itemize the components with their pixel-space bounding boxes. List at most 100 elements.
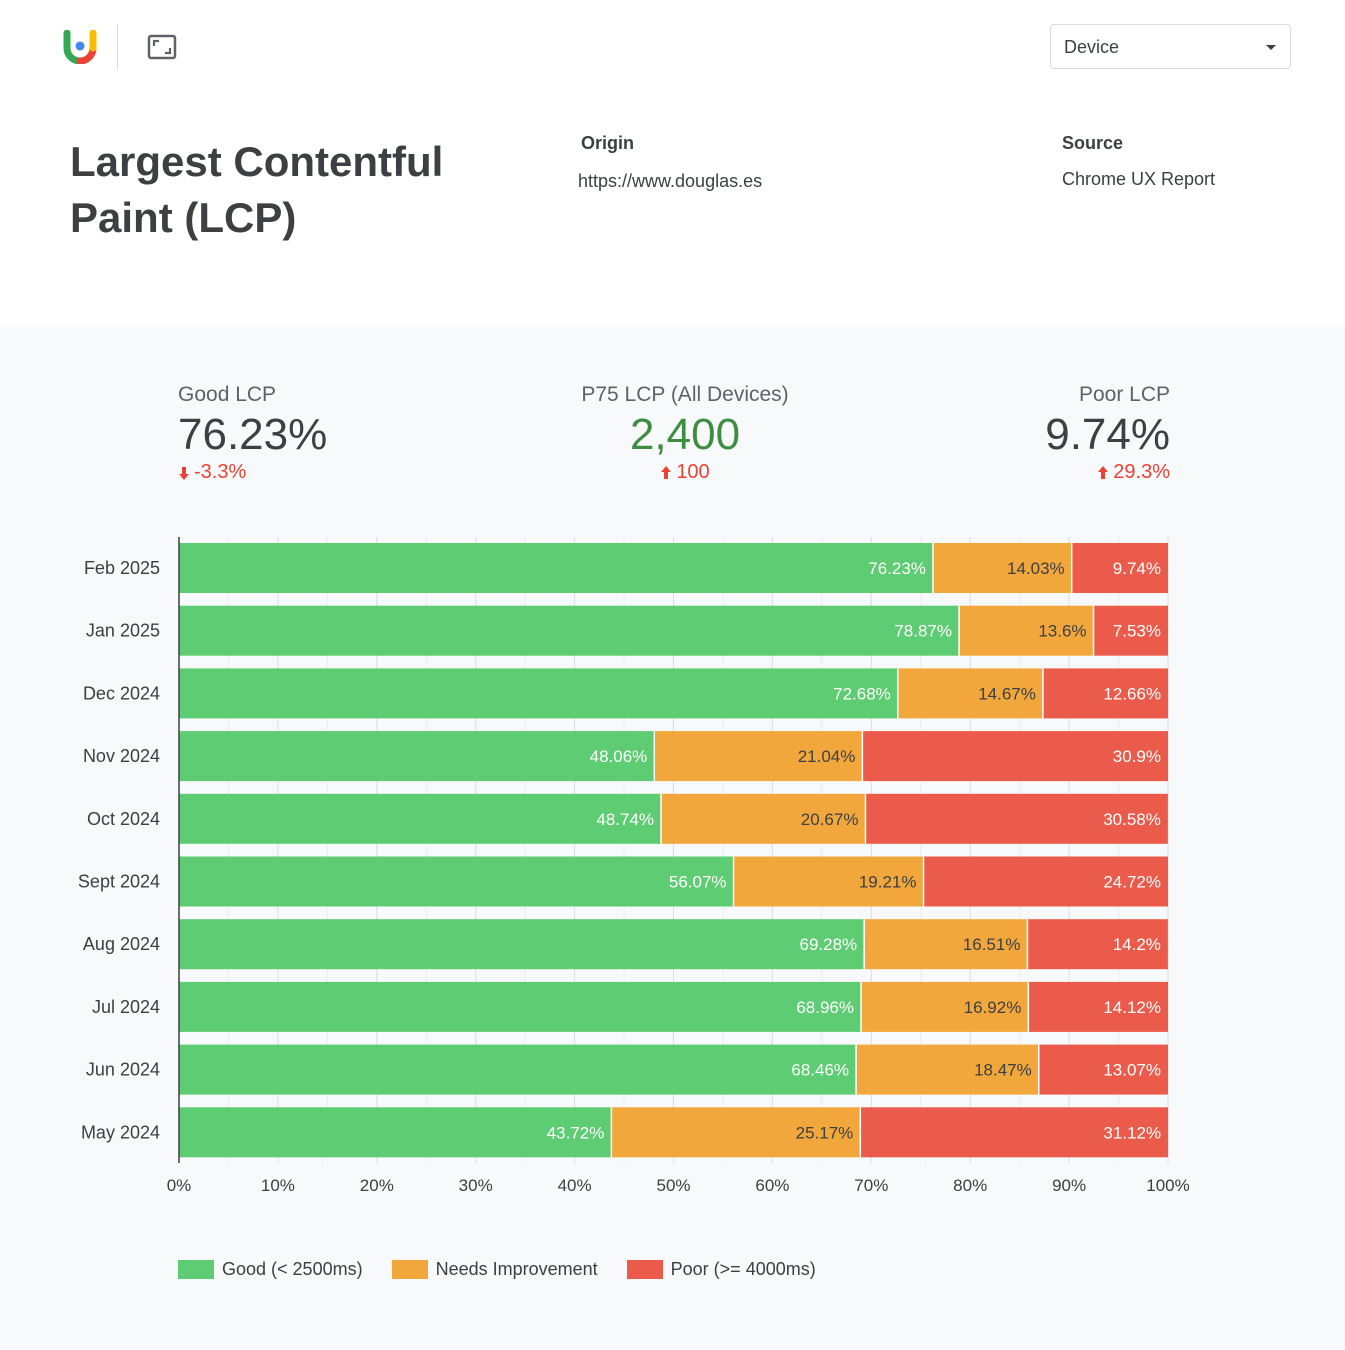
bar-segment <box>1038 1044 1168 1095</box>
bar-segment <box>1027 919 1168 970</box>
bar-data-label: 72.68% <box>833 684 891 703</box>
x-tick-label: 50% <box>656 1176 690 1195</box>
bar-data-label: 48.06% <box>590 747 648 766</box>
chevron-down-icon <box>1266 45 1276 50</box>
bar-data-label: 43.72% <box>547 1123 605 1142</box>
kpi-good-value: 76.23% <box>178 410 328 459</box>
kpi-good-delta-value: -3.3% <box>194 461 247 483</box>
bar-data-label: 31.12% <box>1103 1123 1161 1142</box>
y-tick-label: Dec 2024 <box>83 683 160 703</box>
kpi-good: Good LCP 76.23% -3.3% <box>178 383 327 484</box>
kpi-p75-value: 2,400 <box>629 410 741 459</box>
bar-segment <box>860 1107 1169 1158</box>
bar-data-label: 76.23% <box>868 559 926 578</box>
bar-data-label: 18.47% <box>974 1061 1032 1080</box>
kpi-poor-value: 9.74% <box>1045 410 1170 459</box>
bar-segment <box>861 981 1029 1032</box>
bar-data-label: 9.74% <box>1113 559 1161 578</box>
bar-segment <box>179 1107 612 1158</box>
page-title: Largest Contentful Paint (LCP) <box>70 138 444 241</box>
kpi-p75-delta: 100 <box>525 461 845 484</box>
kpi-poor-delta-value: 29.3% <box>1113 461 1170 483</box>
bar-data-label: 25.17% <box>796 1123 854 1142</box>
arrow-up-icon <box>661 465 672 479</box>
bar-segment <box>179 856 734 907</box>
bar-segment <box>654 731 863 782</box>
arrow-down-icon <box>179 466 189 480</box>
bar-data-label: 13.6% <box>1038 622 1086 641</box>
bar-segment <box>661 793 866 844</box>
bar-data-label: 56.07% <box>669 873 727 892</box>
device-select[interactable]: Device <box>1050 24 1291 69</box>
bar-segment <box>862 731 1168 782</box>
x-tick-label: 40% <box>558 1176 592 1195</box>
bar-segment <box>611 1107 861 1158</box>
x-tick-label: 80% <box>953 1176 987 1195</box>
bar-data-label: 16.92% <box>964 998 1022 1017</box>
bar-data-label: 12.66% <box>1103 684 1161 703</box>
bar-segment <box>864 919 1028 970</box>
kpi-p75: P75 LCP (All Devices) 2,400 100 <box>525 383 845 484</box>
kpi-good-label: Good LCP <box>178 383 277 406</box>
bar-segment <box>179 668 898 719</box>
legend-item-poor[interactable]: Poor (>= 4000ms) <box>626 1259 816 1280</box>
y-tick-label: Nov 2024 <box>83 746 160 766</box>
bar-data-label: 14.2% <box>1113 935 1161 954</box>
y-tick-label: Jun 2024 <box>86 1060 160 1080</box>
device-select-value: Device <box>1064 37 1120 57</box>
header-divider <box>117 24 118 70</box>
bar-data-label: 78.87% <box>894 622 952 641</box>
x-tick-label: 90% <box>1052 1176 1086 1195</box>
fullscreen-icon[interactable] <box>146 33 178 61</box>
lcp-stacked-bar-chart: 76.23% 14.03% 9.74% Feb 2025 78.87% 13.6% 7.53… <box>78 537 1190 1195</box>
bar-data-label: 13.07% <box>1103 1061 1161 1080</box>
x-tick-label: 60% <box>755 1176 789 1195</box>
bar-data-label: 24.72% <box>1103 873 1161 892</box>
crux-logo-icon[interactable] <box>62 30 98 64</box>
bar-segment <box>1071 543 1168 593</box>
bar-segment <box>923 856 1168 907</box>
arrow-up-icon <box>1098 465 1109 479</box>
legend-swatch-good <box>178 1260 214 1279</box>
y-tick-label: Feb 2025 <box>84 558 160 578</box>
bar-data-label: 7.53% <box>1113 622 1161 641</box>
x-tick-label: 0% <box>167 1176 192 1195</box>
legend-swatch-needs <box>391 1260 428 1279</box>
bar-segment <box>856 1044 1039 1095</box>
bar-data-label: 21.04% <box>798 747 856 766</box>
bar-data-label: 69.28% <box>800 935 858 954</box>
bar-segment <box>179 1044 857 1095</box>
bar-data-label: 48.74% <box>596 810 654 829</box>
y-tick-label: Jul 2024 <box>92 997 160 1017</box>
y-tick-label: Jan 2025 <box>86 621 160 641</box>
bar-data-label: 19.21% <box>859 873 917 892</box>
y-tick-label: Oct 2024 <box>87 809 160 829</box>
bar-segment <box>179 793 662 844</box>
bar-segment <box>179 543 933 593</box>
legend-label-needs: Needs Improvement <box>435 1259 598 1279</box>
chart-legend: Good (< 2500ms) Needs Improvement Poor (… <box>178 1259 845 1280</box>
legend-item-good[interactable]: Good (< 2500ms) <box>178 1259 363 1280</box>
bar-data-label: 14.12% <box>1103 998 1161 1017</box>
bar-data-label: 68.96% <box>796 998 854 1017</box>
y-tick-label: Aug 2024 <box>83 934 160 954</box>
x-tick-label: 10% <box>261 1176 295 1195</box>
bar-data-label: 30.58% <box>1103 810 1161 829</box>
x-tick-label: 20% <box>360 1176 394 1195</box>
bar-segment <box>932 543 1072 593</box>
x-tick-label: 30% <box>459 1176 493 1195</box>
x-tick-label: 70% <box>854 1176 888 1195</box>
legend-swatch-poor <box>626 1260 663 1279</box>
kpi-good-delta: -3.3% <box>178 461 327 484</box>
source-value: Chrome UX Report <box>1062 169 1216 189</box>
x-tick-label: 100% <box>1146 1176 1189 1195</box>
origin-label: Origin <box>581 133 634 153</box>
kpi-p75-delta-value: 100 <box>676 461 710 483</box>
bar-segment <box>179 731 655 782</box>
kpi-poor-label: Poor LCP <box>1078 383 1170 406</box>
bar-segment <box>179 919 865 970</box>
legend-label-good: Good (< 2500ms) <box>222 1259 363 1279</box>
bar-segment <box>897 668 1043 719</box>
bar-segment <box>1093 605 1168 656</box>
legend-item-needs[interactable]: Needs Improvement <box>391 1259 598 1280</box>
